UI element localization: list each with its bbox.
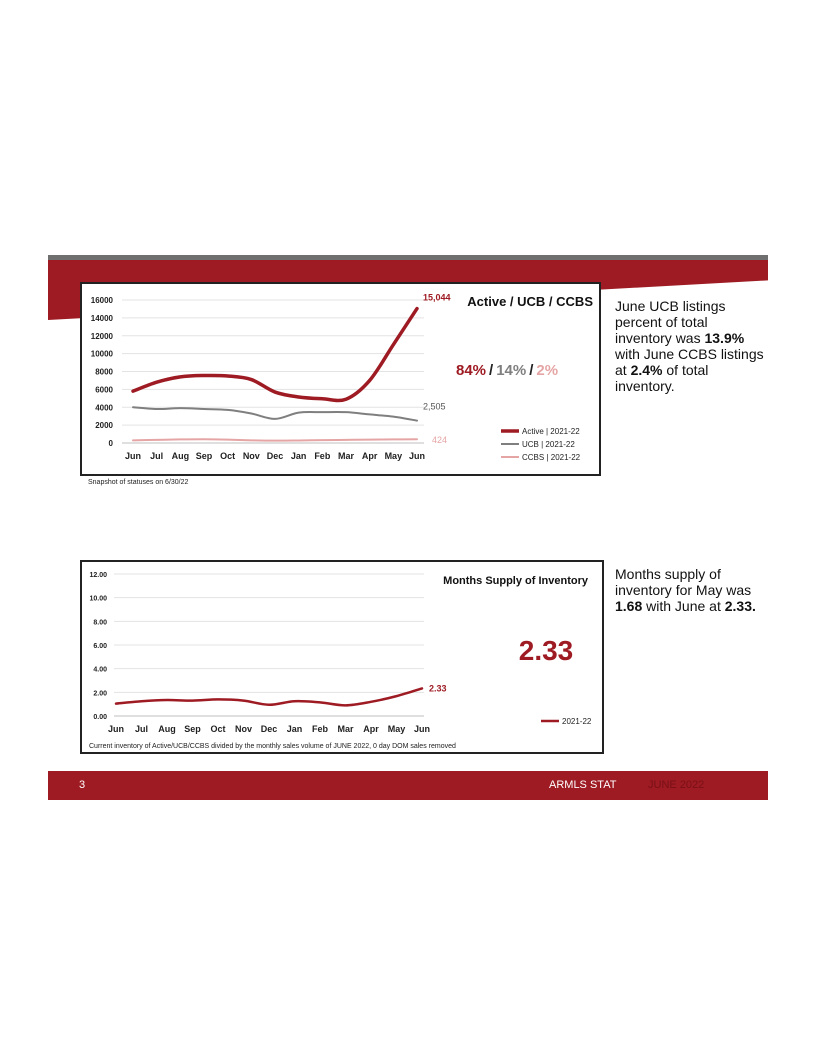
inventory-side-ucb-value: 13.9% — [704, 330, 745, 346]
y-tick-label: 2000 — [95, 421, 113, 430]
share-separator: / — [489, 362, 494, 379]
x-tick-label: Dec — [261, 724, 278, 734]
legend-entry: Active | 2021-22 — [522, 427, 580, 436]
y-tick-label: 2.00 — [93, 690, 107, 697]
supply-side-text: Months supply of inventory for May was 1… — [615, 566, 765, 614]
y-tick-label: 4000 — [95, 403, 113, 412]
x-tick-label: Jul — [150, 451, 163, 461]
x-tick-label: Oct — [220, 451, 235, 461]
share-percent: 84% — [456, 362, 486, 379]
legend-entry: UCB | 2021-22 — [522, 440, 575, 449]
x-tick-label: Jun — [409, 451, 425, 461]
series-line — [132, 438, 418, 442]
x-tick-label: Nov — [235, 724, 252, 734]
page-number: 3 — [79, 779, 86, 791]
x-tick-label: Aug — [172, 451, 190, 461]
series-line — [114, 687, 424, 707]
inventory-chart: 0 2000 4000 6000 8000 10000 12000 14000 16000 Jun… — [80, 282, 601, 476]
inventory-side-ccbs-value: 2.4% — [630, 362, 663, 378]
y-tick-label: 14000 — [91, 314, 114, 323]
x-tick-label: Oct — [210, 724, 225, 734]
y-tick-label: 0 — [109, 439, 114, 448]
share-percent: 2% — [536, 362, 558, 379]
x-tick-label: Jan — [287, 724, 303, 734]
y-tick-label: 12000 — [91, 332, 114, 341]
y-tick-label: 0.00 — [93, 714, 107, 721]
y-tick-label: 8000 — [95, 368, 113, 377]
supply-side-may-value: 1.68 — [615, 598, 643, 614]
y-tick-label: 10.00 — [89, 596, 107, 603]
y-tick-label: 12.00 — [89, 572, 107, 579]
inventory-side-part2: with June CCBS listings at — [615, 346, 764, 378]
chart-title: Months Supply of Inventory — [443, 575, 589, 587]
x-tick-label: Jul — [135, 724, 148, 734]
inventory-side-text: June UCB listings percent of total inven… — [615, 298, 765, 394]
footer-month: JUNE 2022 — [648, 779, 705, 791]
y-tick-label: 6.00 — [93, 643, 107, 650]
big-supply-value: 2.33 — [519, 635, 574, 666]
supply-side-part1: Months supply of inventory for May was — [615, 566, 752, 598]
series-line — [131, 306, 419, 403]
x-tick-label: Jan — [291, 451, 307, 461]
share-separator: / — [529, 362, 534, 379]
footer-bar: 3 ARMLS STAT JUNE 2022 — [48, 771, 768, 800]
y-tick-label: 16000 — [91, 296, 114, 305]
x-tick-label: Mar — [338, 451, 355, 461]
months-supply-chart: 0.00 2.00 4.00 6.00 8.00 10.00 12.00 Jun Jul Aug S… — [80, 560, 604, 754]
x-tick-label: Nov — [243, 451, 260, 461]
inventory-side-part3: of total inventory. — [615, 362, 709, 394]
y-tick-label: 10000 — [91, 350, 114, 359]
end-value-label: 2,505 — [423, 402, 446, 412]
x-tick-label: Apr — [363, 724, 379, 734]
x-tick-label: May — [385, 451, 403, 461]
x-tick-label: Mar — [337, 724, 354, 734]
months-supply-note: Current inventory of Active/UCB/CCBS div… — [89, 743, 456, 750]
share-percent: 14% — [496, 362, 526, 379]
y-tick-label: 4.00 — [93, 667, 107, 674]
y-tick-label: 6000 — [95, 385, 113, 394]
legend-entry: 2021-22 — [562, 717, 592, 726]
x-tick-label: Sep — [184, 724, 201, 734]
x-tick-label: May — [388, 724, 406, 734]
end-value-label: 15,044 — [423, 293, 451, 303]
header-gray-bar — [48, 255, 768, 260]
end-value-label: 2.33 — [429, 683, 447, 693]
supply-side-june-value: 2.33. — [724, 598, 756, 614]
supply-side-part2: with June at — [642, 598, 725, 614]
series-line — [132, 406, 418, 422]
x-tick-label: Apr — [362, 451, 378, 461]
x-tick-label: Sep — [196, 451, 213, 461]
x-tick-label: Feb — [312, 724, 329, 734]
footer-brand: ARMLS STAT — [549, 779, 617, 791]
end-value-label: 424 — [432, 435, 447, 445]
x-tick-label: Jun — [108, 724, 124, 734]
inventory-chart-svg: 0 2000 4000 6000 8000 10000 12000 14000 16000 Jun… — [91, 293, 594, 462]
chart-title: Active / UCB / CCBS — [467, 294, 593, 309]
inventory-side-part1: June UCB listings percent of total inven… — [615, 298, 726, 346]
inventory-snapshot-note: Snapshot of statuses on 6/30/22 — [88, 479, 189, 486]
x-tick-label: Aug — [158, 724, 176, 734]
x-tick-label: Jun — [125, 451, 141, 461]
x-tick-label: Dec — [267, 451, 284, 461]
legend-entry: CCBS | 2021-22 — [522, 453, 581, 462]
x-tick-label: Jun — [414, 724, 430, 734]
months-supply-chart-svg: 0.00 2.00 4.00 6.00 8.00 10.00 12.00 Jun Jul Aug S… — [89, 572, 592, 734]
x-tick-label: Feb — [314, 451, 331, 461]
y-tick-label: 8.00 — [93, 619, 107, 626]
